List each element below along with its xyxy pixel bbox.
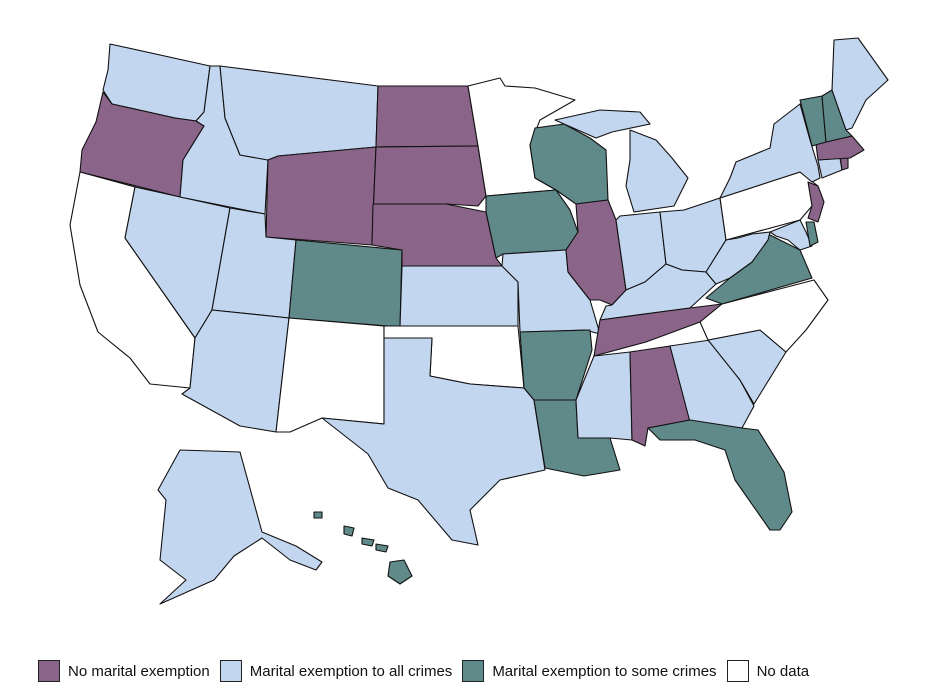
state-me (831, 37, 889, 131)
state-hi-island-3 (361, 537, 375, 547)
state-nj (807, 181, 825, 223)
legend-item-some: Marital exemption to some crimes (462, 660, 717, 682)
state-hi-island-2 (343, 525, 355, 537)
state-fl (647, 419, 793, 531)
state-hi-island-1 (313, 511, 323, 519)
state-mi (625, 129, 689, 213)
state-co (288, 239, 403, 328)
state-md (769, 219, 813, 251)
legend-item-all: Marital exemption to all crimes (219, 660, 453, 682)
state-ct (817, 157, 843, 179)
state-mt (219, 65, 379, 161)
state-nh (821, 89, 853, 143)
state-il (565, 199, 627, 306)
state-hi-big-island (387, 559, 413, 585)
state-ak (157, 449, 323, 605)
legend-label-none: No marital exemption (68, 662, 210, 680)
legend-item-nodata: No data (726, 660, 810, 682)
legend-label-some: Marital exemption to some crimes (492, 662, 717, 680)
legend-swatch-some (462, 660, 485, 682)
legend-swatch-none (38, 660, 60, 682)
state-nc (699, 279, 829, 353)
state-ny (719, 103, 821, 199)
legend: No marital exemption Marital exemption t… (38, 658, 819, 684)
legend-swatch-nodata (726, 660, 749, 682)
state-de (805, 221, 819, 247)
state-nd (375, 85, 479, 148)
state-hi-island-4 (375, 543, 389, 553)
legend-swatch-all (219, 660, 242, 682)
state-tx (321, 337, 546, 546)
legend-label-all: Marital exemption to all crimes (249, 662, 453, 680)
state-nm (275, 317, 385, 433)
state-wy (265, 146, 377, 246)
legend-item-none: No marital exemption (38, 660, 210, 682)
state-ks (399, 265, 519, 328)
state-ia (485, 189, 579, 259)
state-wv (705, 231, 771, 285)
state-mi-upper (554, 109, 651, 139)
us-states-map (69, 37, 889, 605)
legend-label-nodata: No data (756, 662, 810, 680)
